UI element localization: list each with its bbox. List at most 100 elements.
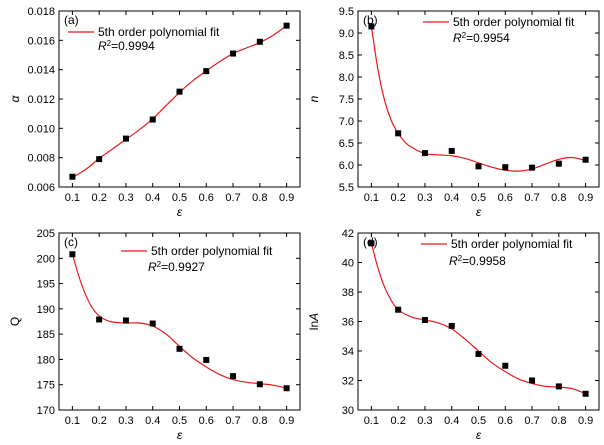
panel-a-ytick-label: 0.016 xyxy=(27,35,55,47)
panel-b-r2-value: =0.9954 xyxy=(466,31,510,45)
panel-a-ytick-label: 0.014 xyxy=(27,65,55,77)
panel-b-data-point xyxy=(502,164,509,171)
panel-a-ylabel: α xyxy=(8,94,22,102)
panel-d-xtick-label: 0.8 xyxy=(551,415,566,427)
panel-b-xtick-label: 0.6 xyxy=(498,192,513,204)
panel-a-data-point xyxy=(203,68,210,75)
panel-b-data-point xyxy=(475,163,482,170)
panel-b-data-point xyxy=(368,23,375,30)
panel-c-ylabel: Q xyxy=(8,317,22,326)
panel-c-xtick-label: 0.9 xyxy=(279,415,294,427)
panel-d-ytick-label: 42 xyxy=(342,228,354,240)
panel-b-tag: (b) xyxy=(363,13,378,27)
panel-b-xtick-label: 0.9 xyxy=(578,192,593,204)
panel-a-xtick-label: 0.9 xyxy=(279,192,294,204)
panel-d-data-point xyxy=(475,350,482,357)
panel-b-data-point xyxy=(555,160,562,167)
panel-c-xtick-label: 0.5 xyxy=(172,415,187,427)
panel-c-r2-sup: 2 xyxy=(157,260,162,269)
panel-c-data-point xyxy=(283,385,290,392)
panel-d-data-point xyxy=(421,317,428,324)
panel-b-data-point xyxy=(582,156,589,163)
panel-a-xtick-label: 0.4 xyxy=(145,192,160,204)
panel-b-ytick-label: 7.5 xyxy=(339,94,354,106)
panel-c-data-point xyxy=(69,251,76,258)
panel-c-data-point xyxy=(176,345,183,352)
panel-a-data-point xyxy=(176,88,183,95)
panel-a-ytick-label: 0.010 xyxy=(27,123,55,135)
panel-d-ylabel-prefix: ln xyxy=(307,321,321,330)
panel-a-r2-value: =0.9994 xyxy=(111,39,155,53)
panel-c-ytick-label: 200 xyxy=(37,253,55,265)
panel-c-ytick-label: 205 xyxy=(37,228,55,240)
panel-d-data-point xyxy=(502,362,509,369)
panel-b-ytick-label: 8.0 xyxy=(339,72,354,84)
panel-c-markers xyxy=(69,251,290,392)
panel-c-xtick-label: 0.2 xyxy=(92,415,107,427)
panel-b-ticks: 0.1 0.2 0.3 0.4 0.5 0.6 0.7 0.8 0.9 5.5 6.0 6.5 7.0 7… xyxy=(339,6,599,204)
panel-a-data-point xyxy=(256,38,263,45)
panel-b-ytick-label: 6.5 xyxy=(339,138,354,150)
panel-b-r2-sup: 2 xyxy=(462,31,467,40)
panel-b-ytick-label: 8.5 xyxy=(339,50,354,62)
panel-b-fit-line xyxy=(370,26,586,172)
panel-b-markers xyxy=(368,23,589,171)
panel-d-r2-var: R xyxy=(449,254,458,268)
panel-b-r2: R2=0.9954 xyxy=(453,31,510,46)
panel-a-r2: R2=0.9994 xyxy=(98,39,155,54)
panel-c-fit-curve xyxy=(71,254,287,389)
panel-b-xtick-label: 0.5 xyxy=(471,192,486,204)
panel-d-ytick-label: 34 xyxy=(342,346,354,358)
panel-b-fit-curve xyxy=(370,26,586,172)
panel-d-r2-value: =0.9958 xyxy=(462,254,506,268)
panel-a-data-point xyxy=(230,50,237,57)
panel-b-xtick-label: 0.4 xyxy=(444,192,459,204)
panel-b-r2-var: R xyxy=(453,31,462,45)
panel-a-xtick-label: 0.5 xyxy=(172,192,187,204)
panel-d-xtick-label: 0.9 xyxy=(578,415,593,427)
panel-d-fit-line xyxy=(370,243,586,395)
panel-c: 0.1 0.2 0.3 0.4 0.5 0.6 0.7 0.8 0.9 170 175 180 185 1… xyxy=(8,228,301,442)
panel-d-data-point xyxy=(529,377,536,384)
panel-b-xtick-label: 0.1 xyxy=(364,192,379,204)
panel-b-xlabel: ε xyxy=(476,205,482,219)
panel-a-data-point xyxy=(122,135,129,142)
panel-d-xlabel: ε xyxy=(476,428,482,442)
panel-c-tag: (c) xyxy=(64,235,78,249)
panel-d-xtick-label: 0.4 xyxy=(444,415,459,427)
panel-d-ticks: 0.1 0.2 0.3 0.4 0.5 0.6 0.7 0.8 0.9 30 32 34 36 38 40 4… xyxy=(342,228,599,427)
panel-a-legend-label: 5th order polynomial fit xyxy=(98,25,220,39)
panel-a-xtick-label: 0.2 xyxy=(92,192,107,204)
panel-d-data-point xyxy=(582,390,589,397)
panel-b-ylabel: n xyxy=(307,95,321,102)
panel-c-r2-var: R xyxy=(148,260,157,274)
panel-b-xtick-label: 0.8 xyxy=(551,192,566,204)
panel-c-ytick-label: 195 xyxy=(37,279,55,291)
panel-a-data-point xyxy=(283,22,290,29)
panel-a-data-point xyxy=(69,173,76,180)
panel-c-data-point xyxy=(122,317,129,324)
panel-c-ytick-label: 170 xyxy=(37,405,55,417)
panel-a-xtick-label: 0.1 xyxy=(65,192,80,204)
panel-c-fit-line xyxy=(71,254,287,389)
panel-c-ytick-label: 185 xyxy=(37,329,55,341)
panel-b-data-point xyxy=(529,164,536,171)
panel-a-xtick-label: 0.6 xyxy=(199,192,214,204)
panel-a-markers xyxy=(69,22,290,180)
panel-c-data-point xyxy=(256,381,263,388)
panel-d-data-point xyxy=(555,383,562,390)
panel-b-ytick-label: 5.5 xyxy=(339,182,354,194)
panel-a-ticks: 0.1 0.2 0.3 0.4 0.5 0.6 0.7 0.8 0.9 0.006 0.008 0.0… xyxy=(27,6,300,204)
panel-c-ytick-label: 180 xyxy=(37,354,55,366)
panel-c-data-point xyxy=(230,373,237,380)
panel-c-legend-label: 5th order polynomial fit xyxy=(151,244,273,258)
panel-d-r2: R2=0.9958 xyxy=(449,254,506,269)
panel-d-xtick-label: 0.6 xyxy=(498,415,513,427)
panel-b-ytick-label: 9.5 xyxy=(339,6,354,18)
panel-a-r2-var: R xyxy=(98,39,107,53)
panel-d-ytick-label: 38 xyxy=(342,287,354,299)
panel-d-ylabel: lnA xyxy=(307,313,321,330)
panel-d-tag: (d) xyxy=(363,235,378,249)
panel-c-xtick-label: 0.1 xyxy=(65,415,80,427)
